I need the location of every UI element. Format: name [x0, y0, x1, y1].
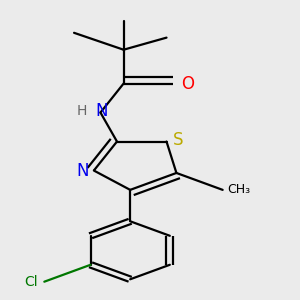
Text: N: N	[76, 161, 89, 179]
Text: S: S	[172, 131, 183, 149]
Text: Cl: Cl	[24, 275, 38, 289]
Text: N: N	[95, 102, 108, 120]
Text: CH₃: CH₃	[228, 183, 251, 196]
Text: H: H	[77, 104, 87, 118]
Text: O: O	[182, 74, 194, 92]
